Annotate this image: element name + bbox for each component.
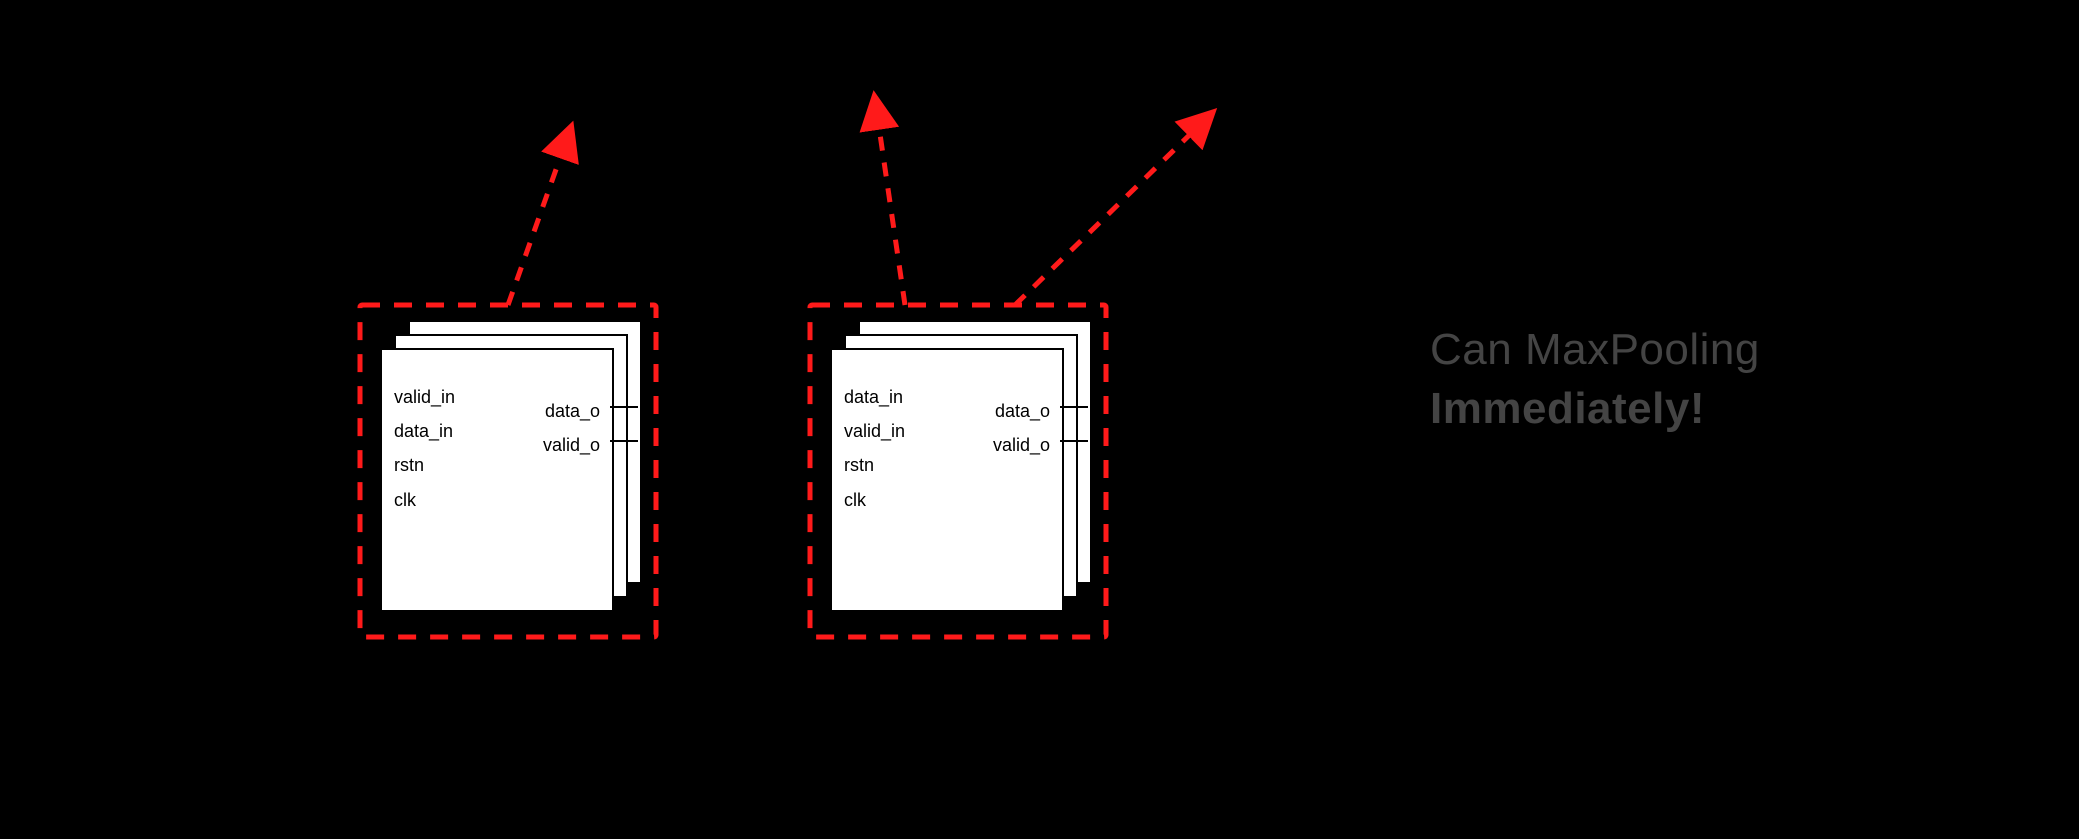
- port-label: data_o: [993, 394, 1050, 428]
- annotation-text: Can MaxPooling Immediately!: [1430, 320, 1760, 439]
- module-a-ports-left: valid_in data_in rstn clk: [394, 380, 455, 517]
- arrow-b-1: [875, 100, 905, 305]
- port-label: rstn: [394, 448, 455, 482]
- module-a-card-front: valid_in data_in rstn clk data_o valid_o: [380, 348, 614, 612]
- port-label: rstn: [844, 448, 905, 482]
- port-label: data_o: [543, 394, 600, 428]
- port-label: valid_o: [543, 428, 600, 462]
- pin-tick: [1074, 440, 1088, 442]
- module-a-ports-right: data_o valid_o: [543, 394, 600, 462]
- annotation-line-1: Can MaxPooling: [1430, 320, 1760, 379]
- diagram-root: { "canvas": { "width": 2079, "height": 8…: [0, 0, 2079, 839]
- annotation-line-2: Immediately!: [1430, 379, 1760, 438]
- arrow-a-1: [508, 130, 570, 305]
- module-b-ports-left: data_in valid_in rstn clk: [844, 380, 905, 517]
- pin-tick: [624, 406, 638, 408]
- pin-tick: [624, 440, 638, 442]
- port-label: valid_o: [993, 428, 1050, 462]
- port-label: data_in: [394, 414, 455, 448]
- module-b-card-front: data_in valid_in rstn clk data_o valid_o: [830, 348, 1064, 612]
- port-label: valid_in: [394, 380, 455, 414]
- port-label: data_in: [844, 380, 905, 414]
- pin-tick: [1060, 440, 1074, 442]
- module-b-ports-right: data_o valid_o: [993, 394, 1050, 462]
- pin-tick: [1074, 406, 1088, 408]
- port-label: clk: [394, 483, 455, 517]
- port-label: clk: [844, 483, 905, 517]
- pin-tick: [1060, 406, 1074, 408]
- pin-tick: [610, 440, 624, 442]
- port-label: valid_in: [844, 414, 905, 448]
- pin-tick: [610, 406, 624, 408]
- arrow-b-2: [1015, 115, 1210, 305]
